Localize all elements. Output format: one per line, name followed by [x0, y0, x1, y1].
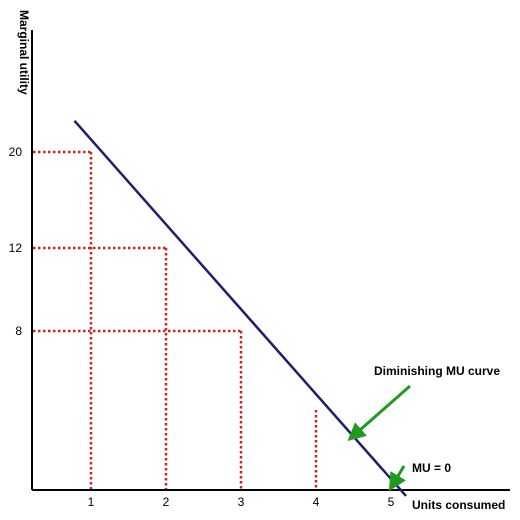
series-line-1 — [73, 119, 407, 497]
annotation-label-2: MU = 0 — [412, 461, 451, 475]
y-tick-label-8: 8 — [15, 324, 22, 338]
y-axis-title: Marginal utility — [17, 10, 31, 95]
x-tick-label-5: 5 — [388, 495, 395, 509]
x-tick-labels: 1 2 3 4 5 — [88, 495, 395, 509]
y-tick-label-20: 20 — [9, 145, 23, 159]
x-tick-label-3: 3 — [238, 495, 245, 509]
x-tick-label-2: 2 — [163, 495, 170, 509]
x-axis-title: Units consumed — [412, 498, 505, 512]
annotation-label-1: Diminishing MU curve — [374, 364, 500, 378]
y-tick-labels: 8 12 20 — [9, 145, 23, 338]
x-tick-label-4: 4 — [313, 495, 320, 509]
annotations: Diminishing MU curve MU = 0 — [347, 364, 500, 492]
annotation-arrow-1 — [347, 384, 411, 441]
y-tick-label-12: 12 — [9, 241, 23, 255]
mu-curve — [73, 119, 407, 497]
axes — [31, 30, 510, 491]
annotation-arrow-2 — [388, 465, 406, 492]
x-tick-label-1: 1 — [88, 495, 95, 509]
guide-lines — [33, 150, 318, 489]
